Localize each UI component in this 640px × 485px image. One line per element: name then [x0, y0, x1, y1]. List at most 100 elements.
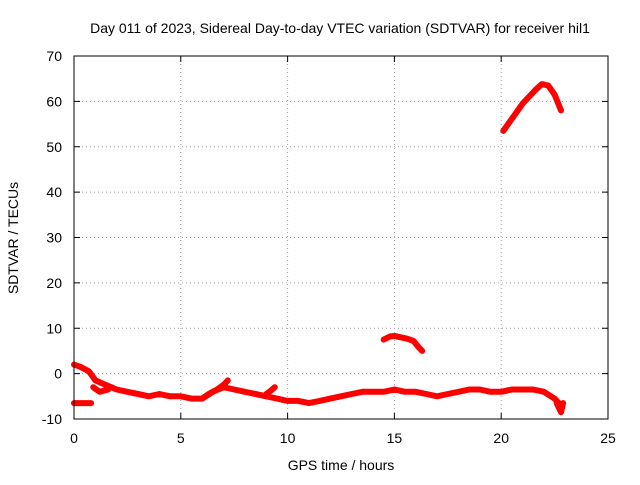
y-tick-label: 70	[46, 48, 62, 64]
y-tick-label: 60	[46, 93, 62, 109]
data-point	[391, 387, 397, 392]
data-point	[221, 384, 226, 390]
data-point	[545, 83, 551, 88]
x-tick-label: 15	[387, 430, 403, 446]
data-point	[167, 393, 173, 399]
y-tick-label: -10	[42, 411, 62, 427]
series-track-15h	[380, 333, 426, 354]
data-point	[253, 391, 259, 397]
data-point	[274, 396, 280, 402]
data-point	[404, 336, 410, 342]
data-point	[456, 389, 461, 395]
data-point	[498, 389, 504, 395]
data-point	[285, 398, 291, 404]
data-point	[415, 343, 421, 349]
x-tick-label: 25	[600, 430, 616, 446]
data-point	[554, 400, 560, 406]
data-point	[466, 387, 472, 392]
data-point	[199, 396, 205, 402]
data-point	[526, 94, 532, 100]
data-point	[349, 391, 355, 397]
y-tick-label: 10	[46, 320, 62, 336]
data-point	[419, 348, 425, 354]
data-point	[156, 391, 162, 397]
series-track-spike	[263, 384, 278, 397]
data-point	[178, 393, 184, 399]
data-point	[268, 388, 273, 394]
data-point	[263, 391, 269, 397]
data-point	[92, 377, 98, 383]
x-tick-label: 10	[280, 430, 296, 446]
data-point	[520, 101, 526, 107]
y-tick-label: 30	[46, 230, 62, 246]
x-tick-label: 20	[493, 430, 509, 446]
data-point	[88, 400, 94, 406]
series-track-dip	[90, 384, 112, 395]
data-point	[509, 387, 515, 392]
data-point	[105, 387, 111, 392]
data-point	[423, 391, 429, 397]
data-point	[370, 389, 376, 395]
data-series	[71, 81, 567, 416]
data-point	[552, 396, 558, 402]
data-point	[391, 333, 397, 339]
data-point	[530, 387, 536, 392]
data-point	[387, 333, 393, 339]
series-track-end-tail	[553, 400, 567, 416]
data-point	[90, 384, 96, 390]
data-point	[242, 389, 248, 395]
data-point	[381, 389, 387, 395]
data-point	[560, 400, 566, 406]
data-point	[541, 389, 547, 395]
data-point	[231, 387, 237, 392]
data-point	[552, 92, 558, 98]
data-point	[532, 87, 538, 93]
data-point	[124, 389, 130, 395]
data-point	[477, 387, 483, 392]
data-point	[317, 398, 323, 404]
data-point	[295, 398, 301, 404]
data-point	[539, 81, 545, 87]
data-point	[359, 389, 365, 395]
data-point	[146, 393, 152, 399]
x-tick-label: 5	[177, 430, 185, 446]
series-track-evening	[500, 81, 564, 134]
data-point	[445, 391, 451, 397]
chart-title: Day 011 of 2023, Sidereal Day-to-day VTE…	[90, 20, 590, 36]
x-axis-label: GPS time / hours	[288, 457, 395, 473]
data-point	[513, 110, 519, 116]
y-tick-label: 50	[46, 139, 62, 155]
data-point	[500, 128, 506, 134]
data-point	[338, 393, 344, 399]
data-point	[103, 382, 109, 388]
y-tick-label: 40	[46, 184, 62, 200]
data-point	[135, 391, 141, 397]
data-point	[507, 119, 513, 125]
data-point	[413, 389, 419, 395]
data-point	[272, 384, 278, 390]
data-point	[381, 337, 387, 343]
data-point	[84, 400, 90, 406]
data-point	[402, 389, 408, 395]
data-point	[210, 389, 216, 395]
series-track-mid	[199, 384, 564, 409]
data-point	[411, 338, 417, 344]
data-point	[520, 387, 526, 392]
series-track-low-start	[71, 400, 95, 407]
y-tick-label: 0	[54, 366, 62, 382]
data-point	[306, 400, 312, 406]
data-point	[558, 107, 564, 113]
data-point	[114, 387, 120, 392]
y-axis-label: SDTVAR / TECUs	[5, 182, 21, 294]
data-point	[77, 400, 83, 406]
grid-lines	[74, 56, 608, 419]
axis-ticks: 0 5 10 15 20 25 -10 0 10 20 30 40 50 60 70	[42, 48, 616, 446]
data-point	[77, 364, 83, 370]
data-point	[97, 389, 103, 395]
data-point	[327, 396, 333, 402]
data-point	[86, 368, 92, 374]
x-tick-label: 0	[70, 430, 78, 446]
data-point	[225, 377, 231, 383]
series-track	[500, 81, 564, 134]
